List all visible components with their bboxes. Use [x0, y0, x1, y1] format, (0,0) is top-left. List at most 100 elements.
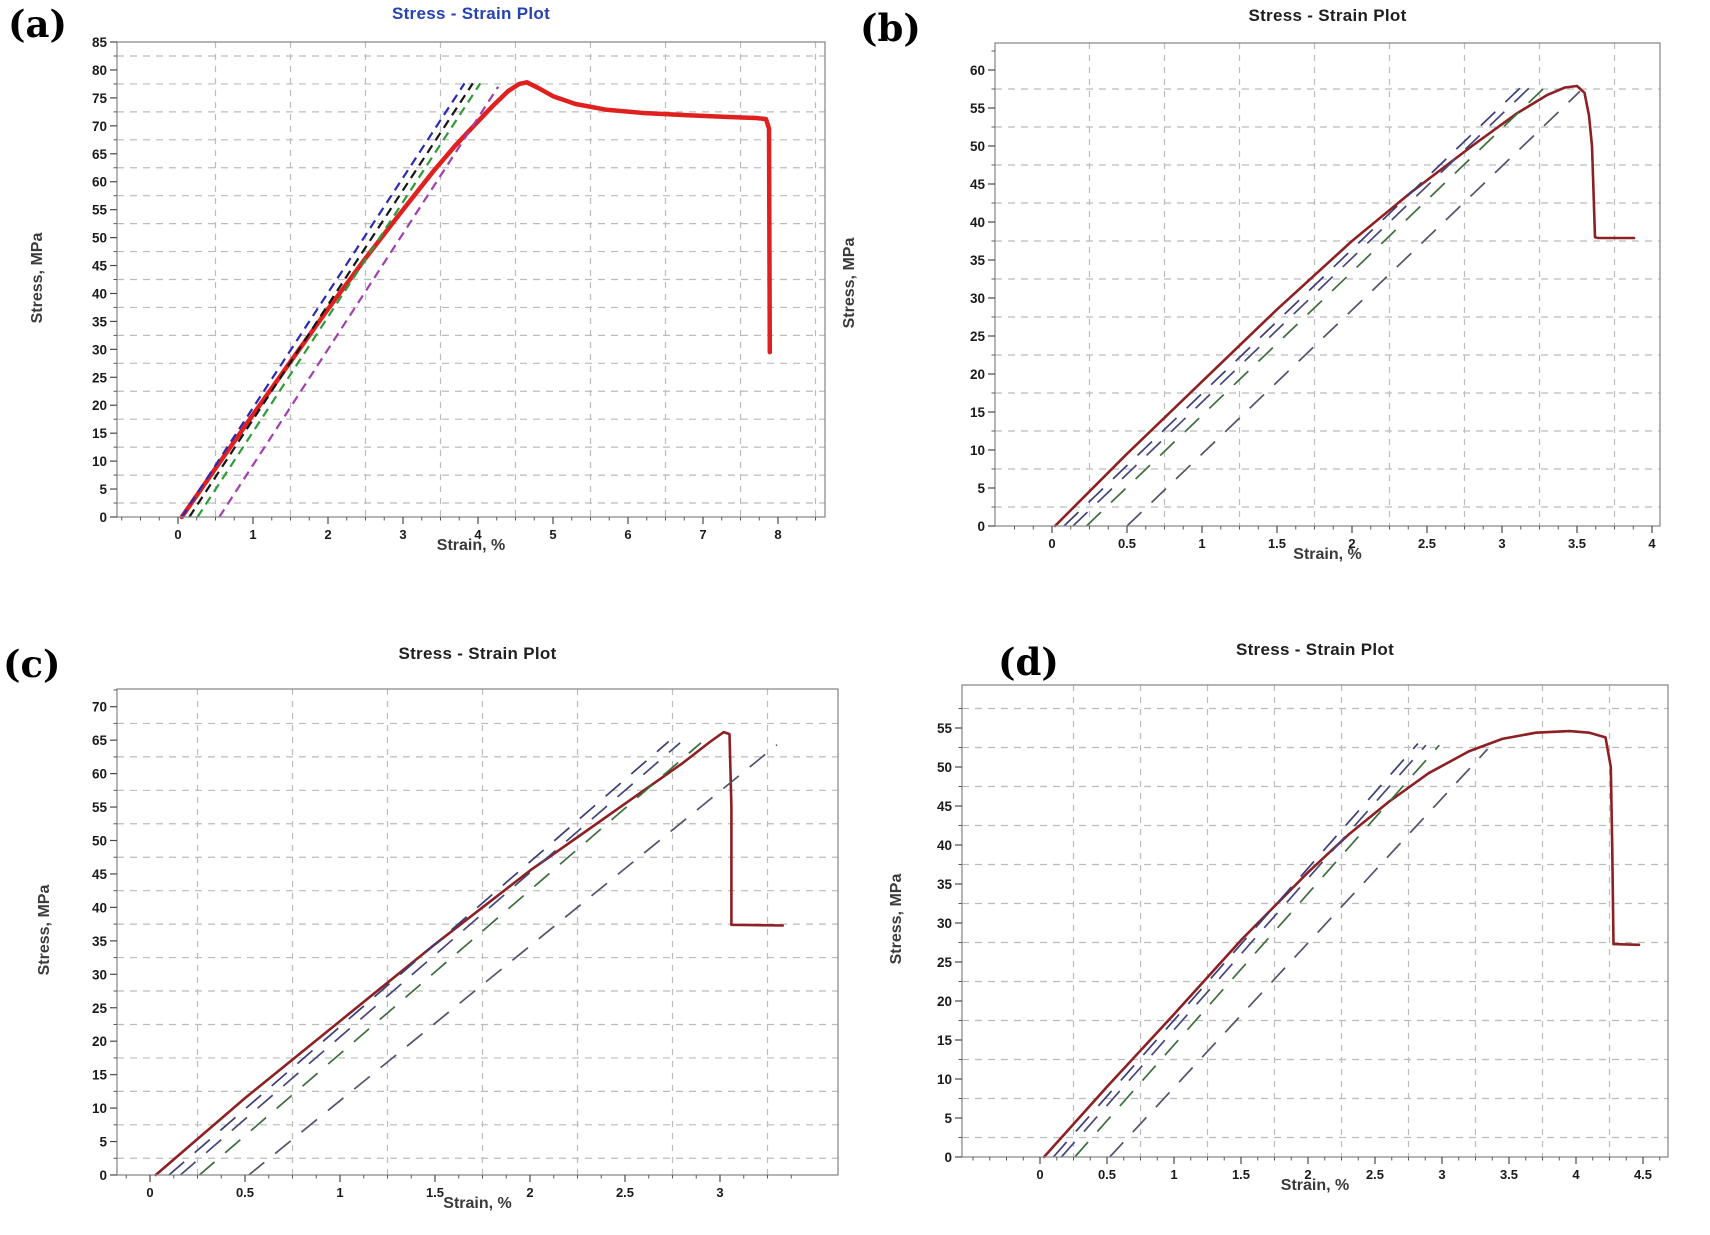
- y-tick-label: 15: [970, 405, 986, 420]
- x-tick-label: 1: [336, 1185, 343, 1200]
- y-tick-label: 25: [92, 370, 108, 385]
- y-tick-label: 40: [937, 838, 952, 853]
- y-tick-label: 35: [937, 877, 953, 892]
- y-axis-title-d: Stress, MPa: [888, 873, 905, 965]
- x-axis-title-a: Strain, %: [436, 537, 506, 554]
- x-tick-label: 0.5: [236, 1185, 254, 1200]
- y-tick-label: 60: [92, 767, 107, 782]
- x-tick-label: 2.5: [616, 1185, 634, 1200]
- y-tick-label: 0: [99, 510, 107, 525]
- plot-border: [994, 42, 1661, 527]
- y-tick-label: 70: [92, 700, 107, 715]
- x-tick-label: 0.5: [1098, 1167, 1116, 1182]
- y-axis-title-a: Stress, MPa: [29, 232, 46, 323]
- chart-title-c: Stress - Strain Plot: [398, 644, 557, 663]
- x-tick-label: 4.5: [1634, 1167, 1652, 1182]
- y-tick-label: 5: [99, 482, 107, 497]
- modulus-line-3: [196, 82, 482, 518]
- modulus-line-4: [1126, 90, 1581, 527]
- y-tick-label: 55: [970, 101, 986, 116]
- x-axis-title-b: Strain, %: [1293, 546, 1362, 563]
- y-tick-label: 10: [92, 454, 107, 469]
- y-axis-title-b: Stress, MPa: [841, 237, 858, 328]
- x-tick-label: 0.5: [1118, 536, 1136, 551]
- y-tick-label: 40: [92, 900, 107, 915]
- x-tick-label: 1: [1198, 536, 1205, 551]
- x-tick-label: 3: [399, 527, 406, 542]
- panel-letter-c: (c): [3, 642, 61, 686]
- y-tick-label: 55: [92, 800, 108, 815]
- y-tick-label: 45: [92, 259, 108, 274]
- stress-strain-curve: [179, 80, 773, 520]
- y-tick-label: 65: [92, 733, 108, 748]
- y-tick-label: 45: [937, 799, 953, 814]
- y-tick-label: 50: [92, 834, 107, 849]
- modulus-line-2: [179, 742, 681, 1176]
- y-tick-label: 20: [92, 1034, 107, 1049]
- x-tick-label: 3: [716, 1185, 723, 1200]
- modulus-line-1: [168, 740, 670, 1176]
- y-tick-label: 20: [970, 367, 985, 382]
- x-tick-label: 2.5: [1366, 1167, 1384, 1182]
- x-tick-label: 0: [146, 1185, 153, 1200]
- chart-panel-d: 0 0.5 1 1.5 2 2.5 3 3.5 4 4.5 0 5 10 15 20 25 30 35 40 45 50…: [937, 684, 1669, 1182]
- y-tick-label: 15: [92, 1068, 108, 1083]
- y-tick-label: 40: [970, 215, 985, 230]
- x-tick-label: 1: [1170, 1167, 1177, 1182]
- x-tick-label: 1: [249, 527, 256, 542]
- modulus-line-4: [1109, 748, 1489, 1158]
- x-tick-label: 2: [1304, 1167, 1311, 1182]
- y-tick-label: 80: [92, 63, 107, 78]
- y-tick-label: 50: [937, 760, 952, 775]
- x-tick-label: 4: [1572, 1167, 1580, 1182]
- y-tick-label: 45: [970, 177, 986, 192]
- y-tick-label: 50: [92, 231, 107, 246]
- modulus-line-4: [248, 744, 778, 1176]
- x-tick-label: 3: [1498, 536, 1505, 551]
- y-tick-label: 70: [92, 119, 107, 134]
- modulus-line-3: [198, 742, 702, 1176]
- y-tick-label: 40: [92, 286, 107, 301]
- y-tick-label: 5: [99, 1135, 107, 1150]
- y-tick-label: 15: [92, 426, 108, 441]
- x-tick-label: 4: [1648, 536, 1656, 551]
- plot-border: [961, 684, 1669, 1158]
- modulus-line-2: [188, 82, 474, 518]
- x-tick-label: 4: [474, 527, 482, 542]
- y-tick-label: 10: [92, 1101, 107, 1116]
- y-tick-label: 35: [92, 934, 108, 949]
- panel-letter-d: (d): [998, 640, 1059, 684]
- x-tick-label: 6: [624, 527, 631, 542]
- chart-panel-c: 0 0.5 1 1.5 2 2.5 3051015202530354045505560657…: [92, 688, 839, 1200]
- x-tick-label: 2.5: [1418, 536, 1436, 551]
- x-axis-title-d: Strain, %: [1280, 1177, 1350, 1194]
- x-axis-title-c: Strain, %: [443, 1195, 512, 1212]
- x-tick-label: 0: [174, 527, 181, 542]
- x-tick-label: 1.5: [1268, 536, 1286, 551]
- y-tick-label: 10: [970, 443, 985, 458]
- y-tick-label: 25: [970, 329, 986, 344]
- x-tick-label: 1.5: [1232, 1167, 1250, 1182]
- y-tick-label: 35: [970, 253, 986, 268]
- y-tick-label: 30: [92, 342, 107, 357]
- x-tick-label: 2: [1348, 536, 1355, 551]
- y-tick-label: 20: [937, 994, 952, 1009]
- y-tick-label: 35: [92, 314, 108, 329]
- chart-title-a: Stress - Strain Plot: [391, 4, 551, 23]
- x-tick-label: 2: [526, 1185, 533, 1200]
- modulus-line-1: [180, 82, 466, 518]
- x-tick-label: 7: [699, 527, 706, 542]
- y-tick-label: 10: [937, 1072, 952, 1087]
- y-tick-label: 5: [944, 1111, 952, 1126]
- y-tick-label: 45: [92, 867, 108, 882]
- y-tick-label: 0: [977, 519, 985, 534]
- modulus-line-2: [1060, 744, 1427, 1158]
- y-tick-label: 55: [937, 721, 953, 736]
- chart-panel-a: 0 1 2 3 4 5 6 7 80510152025303540455055606570758…: [92, 35, 826, 542]
- x-tick-label: 1.5: [426, 1185, 444, 1200]
- x-tick-label: 8: [774, 527, 781, 542]
- modulus-line-1: [1063, 83, 1526, 527]
- x-tick-label: 0: [1036, 1167, 1043, 1182]
- stress-strain-curve: [1053, 84, 1636, 528]
